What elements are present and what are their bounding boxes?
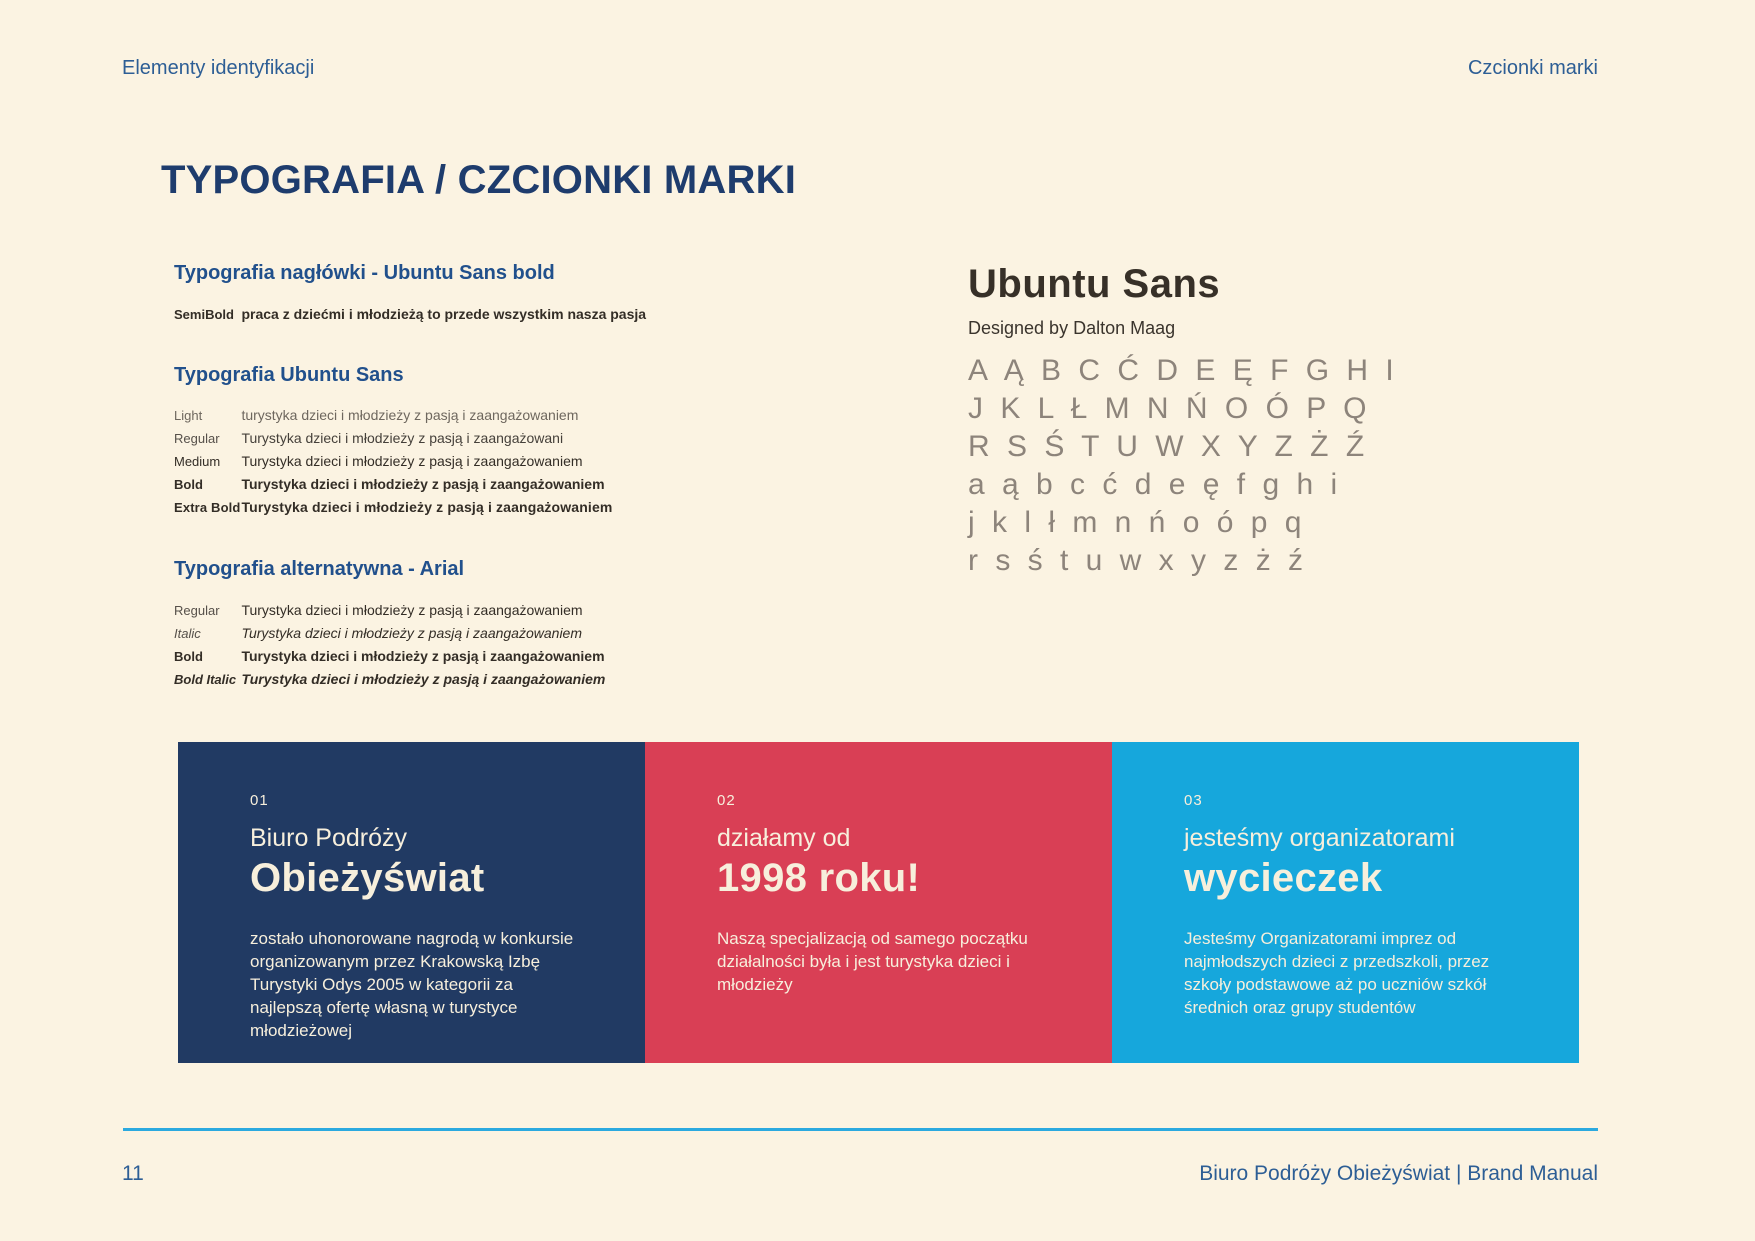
section-title-arial: Typografia alternatywna - Arial	[174, 558, 465, 580]
sample-text: Turystyka dzieci i młodzieży z pasją i z…	[241, 625, 582, 641]
sample-text: Turystyka dzieci i młodzieży z pasją i z…	[241, 453, 583, 469]
alphabet-row: A Ą B C Ć D E Ę F G H I	[968, 354, 1396, 387]
type-sample-row: Regular Turystyka dzieci i młodzieży z p…	[174, 602, 583, 624]
type-sample-row: Medium Turystyka dzieci i młodzieży z pa…	[174, 453, 583, 475]
type-sample-row: Extra Bold Turystyka dzieci i młodzieży …	[174, 499, 613, 521]
card-body: Naszą specjalizacją od samego początku d…	[717, 929, 1028, 994]
card-obiezyswiat: 01 Biuro Podróży Obieżyświat zostało uho…	[178, 742, 645, 1063]
card-body: Jesteśmy Organizatorami imprez od najmło…	[1184, 929, 1490, 1017]
card-number: 01	[250, 792, 269, 809]
weight-label: Extra Bold	[174, 500, 241, 515]
footer-document-title: Biuro Podróży Obieżyświat | Brand Manual	[1199, 1162, 1598, 1185]
sample-text: Turystyka dzieci i młodzieży z pasją i z…	[241, 430, 564, 446]
type-sample-row: Bold Italic Turystyka dzieci i młodzieży…	[174, 671, 605, 693]
footer-divider	[123, 1128, 1598, 1131]
specimen-designer: Designed by Dalton Maag	[968, 318, 1176, 338]
card-1998: 02 działamy od 1998 roku! Naszą specjali…	[645, 742, 1112, 1063]
alphabet-row: j k l ł m n ń o ó p q	[968, 506, 1304, 539]
weight-label: SemiBold	[174, 307, 234, 322]
type-sample-row: Light turystyka dzieci i młodzieży z pas…	[174, 407, 578, 429]
alphabet-row: a ą b c ć d e ę f g h i	[968, 468, 1340, 501]
specimen-font-name: Ubuntu Sans	[968, 262, 1221, 306]
section-title-ubuntu: Typografia Ubuntu Sans	[174, 364, 404, 386]
alphabet-row: R S Ś T U W X Y Z Ż Ź	[968, 430, 1367, 463]
card-kicker: jesteśmy organizatorami	[1184, 824, 1455, 852]
page-number: 11	[122, 1162, 144, 1185]
header-section-label: Elementy identyfikacji	[122, 57, 315, 79]
type-sample-row: SemiBold praca z dziećmi i młodzieżą to …	[174, 306, 646, 328]
sample-text: turystyka dzieci i młodzieży z pasją i z…	[241, 407, 579, 423]
type-sample-row: Italic Turystyka dzieci i młodzieży z pa…	[174, 625, 582, 647]
weight-label: Bold	[174, 649, 203, 664]
card-number: 03	[1184, 792, 1203, 809]
sample-text: Turystyka dzieci i młodzieży z pasją i z…	[241, 499, 613, 515]
section-title-headings: Typografia nagłówki - Ubuntu Sans bold	[174, 262, 555, 284]
sample-text: praca z dziećmi i młodzieżą to przede ws…	[241, 306, 647, 322]
card-headline: 1998 roku!	[717, 856, 921, 900]
type-sample-row: Bold Turystyka dzieci i młodzieży z pasj…	[174, 476, 605, 498]
card-headline: wycieczek	[1184, 856, 1383, 900]
sample-text: Turystyka dzieci i młodzieży z pasją i z…	[241, 671, 606, 687]
weight-label: Medium	[174, 454, 221, 469]
weight-label: Regular	[174, 431, 220, 446]
type-sample-row: Regular Turystyka dzieci i młodzieży z p…	[174, 430, 563, 452]
weight-label: Bold Italic	[174, 672, 237, 687]
card-headline: Obieżyświat	[250, 856, 485, 900]
weight-label: Italic	[174, 626, 201, 641]
type-sample-row: Bold Turystyka dzieci i młodzieży z pasj…	[174, 648, 605, 670]
card-number: 02	[717, 792, 736, 809]
card-kicker: działamy od	[717, 824, 851, 852]
weight-label: Bold	[174, 477, 203, 492]
sample-text: Turystyka dzieci i młodzieży z pasją i z…	[241, 602, 583, 618]
weight-label: Regular	[174, 603, 220, 618]
page-title: TYPOGRAFIA / CZCIONKI MARKI	[161, 158, 797, 202]
alphabet-row: J K L Ł M N Ń O Ó P Q	[968, 392, 1369, 425]
info-cards: 01 Biuro Podróży Obieżyświat zostało uho…	[178, 742, 1579, 1063]
specimen-alphabet: A Ą B C Ć D E Ę F G H I J K L Ł M N Ń O …	[968, 352, 1396, 580]
card-wycieczki: 03 jesteśmy organizatorami wycieczek Jes…	[1112, 742, 1579, 1063]
sample-text: Turystyka dzieci i młodzieży z pasją i z…	[241, 476, 605, 492]
card-body: zostało uhonorowane nagrodą w konkursie …	[250, 929, 574, 1040]
alphabet-row: r s ś t u w x y z ż ź	[968, 544, 1306, 577]
weight-label: Light	[174, 408, 203, 423]
sample-text: Turystyka dzieci i młodzieży z pasją i z…	[241, 648, 605, 664]
card-kicker: Biuro Podróży	[250, 824, 408, 852]
header-chapter-label: Czcionki marki	[1467, 57, 1598, 79]
